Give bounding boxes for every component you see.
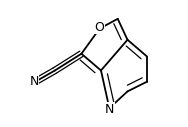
Text: N: N (105, 103, 114, 116)
Text: N: N (29, 75, 39, 88)
Text: O: O (95, 21, 105, 34)
